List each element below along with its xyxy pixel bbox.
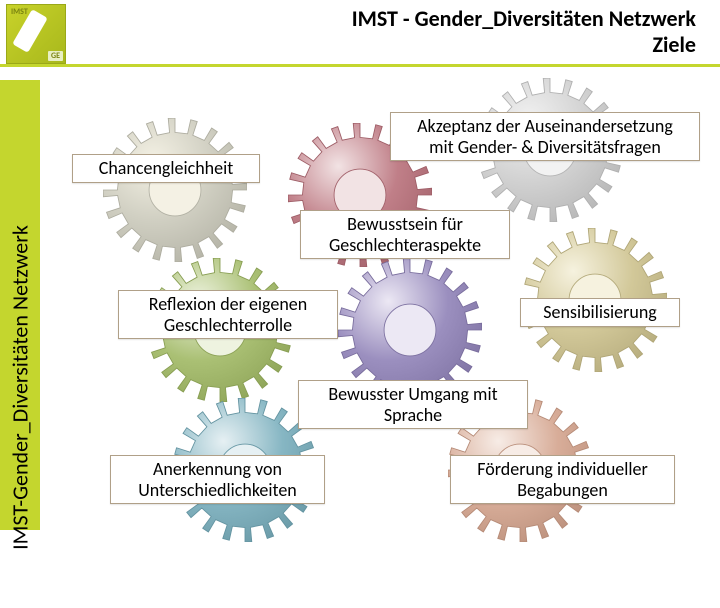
diagram-canvas: Chancengleichheit Akzeptanz der Auseinand… xyxy=(50,80,710,530)
goal-label: Bewusstsein fürGeschlechteraspekte xyxy=(300,210,510,259)
logo-text-imst: IMST xyxy=(11,7,28,17)
gear-icon xyxy=(103,118,247,262)
title-line-1: IMST - Gender_Diversitäten Netzwerk xyxy=(66,6,696,32)
goal-label: Chancengleichheit xyxy=(72,154,260,183)
sidebar-title: IMST-Gender_Diversitäten Netzwerk xyxy=(7,168,34,608)
title-block: IMST - Gender_Diversitäten Netzwerk Ziel… xyxy=(66,0,720,59)
sidebar: IMST-Gender_Diversitäten Netzwerk xyxy=(0,80,40,530)
goal-label: Förderung individuellerBegabungen xyxy=(450,455,675,504)
goal-label-line: mit Gender- & Diversitätsfragen xyxy=(401,137,689,158)
goal-label-line: Förderung individueller xyxy=(461,459,664,480)
goal-label: Anerkennung vonUnterschiedlichkeiten xyxy=(110,455,325,504)
goal-label-line: Geschlechteraspekte xyxy=(311,235,499,256)
title-line-2: Ziele xyxy=(66,32,696,58)
goal-label-line: Geschlechterrolle xyxy=(129,315,327,336)
goal-label: Sensibilisierung xyxy=(520,298,680,327)
goal-label-line: Unterschiedlichkeiten xyxy=(121,480,314,501)
goal-label: Akzeptanz der Auseinandersetzungmit Gend… xyxy=(390,112,700,161)
goal-label-line: Sprache xyxy=(309,405,517,426)
goal-label: Reflexion der eigenenGeschlechterrolle xyxy=(118,290,338,339)
goal-label-line: Bewusster Umgang mit xyxy=(309,384,517,405)
goal-label: Bewusster Umgang mitSprache xyxy=(298,380,528,429)
goal-label-line: Sensibilisierung xyxy=(531,302,669,323)
header: IMST GE IMST - Gender_Diversitäten Netzw… xyxy=(0,0,720,64)
logo-badge-ge: GE xyxy=(48,51,63,61)
goal-label-line: Akzeptanz der Auseinandersetzung xyxy=(401,116,689,137)
goal-label-line: Anerkennung von xyxy=(121,459,314,480)
goal-label-line: Begabungen xyxy=(461,480,664,501)
goal-label-line: Chancengleichheit xyxy=(83,158,249,179)
logo: IMST GE xyxy=(6,4,66,64)
goal-label-line: Bewusstsein für xyxy=(311,214,499,235)
goal-label-line: Reflexion der eigenen xyxy=(129,294,327,315)
header-divider xyxy=(0,64,720,67)
